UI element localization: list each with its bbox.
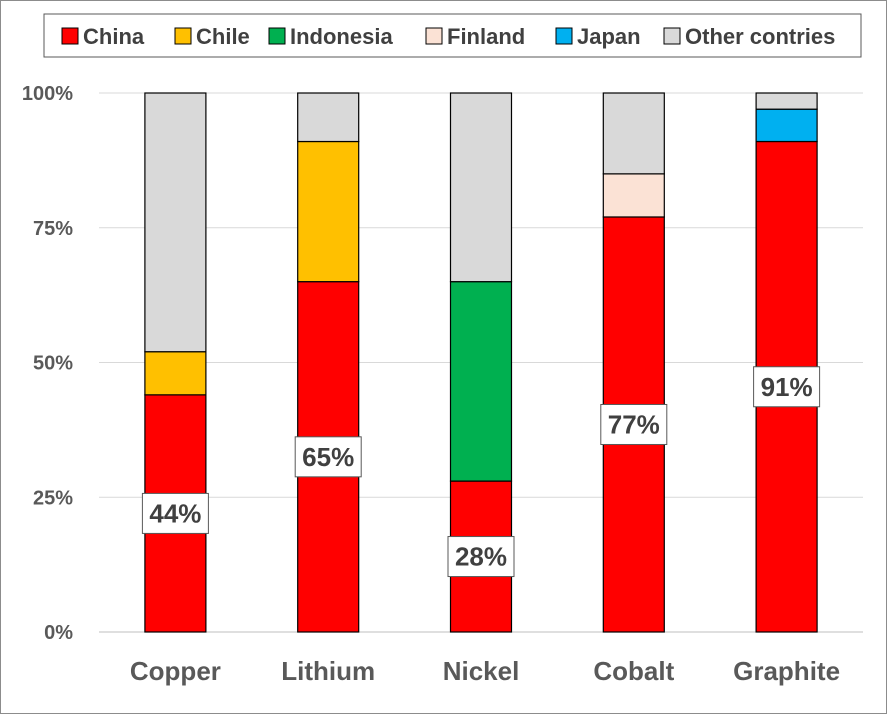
- legend-label: Finland: [447, 24, 525, 49]
- y-tick-label: 50%: [33, 353, 73, 375]
- data-label: 77%: [608, 409, 660, 439]
- data-label: 91%: [761, 372, 813, 402]
- x-tick-label: Copper: [130, 656, 221, 686]
- legend-swatch: [268, 27, 286, 45]
- legend: China Chile Indonesia Finland Japan Other con…: [61, 24, 835, 49]
- bar-segment: [449, 92, 513, 283]
- x-tick-label: Cobalt: [593, 656, 674, 686]
- legend-swatch: [555, 27, 573, 45]
- bar-segment: [297, 92, 360, 143]
- legend-label: Indonesia: [290, 24, 393, 49]
- legend-label: Chile: [196, 24, 250, 49]
- bar-segment: [449, 281, 513, 482]
- legend-swatch: [61, 27, 79, 45]
- legend-swatch: [174, 27, 192, 45]
- y-tick-label: 75%: [33, 218, 73, 240]
- y-tick-label: 100%: [22, 83, 73, 105]
- x-tick-label: Graphite: [733, 656, 840, 686]
- y-tick-label: 25%: [33, 487, 73, 509]
- y-tick-label: 0%: [44, 622, 73, 644]
- legend-swatch: [425, 27, 443, 45]
- data-label-box: [600, 403, 668, 445]
- legend-label: China: [83, 24, 145, 49]
- data-labels: 44% 65% 28% 77% 91%: [141, 366, 821, 578]
- data-label-box: [294, 436, 362, 478]
- bar-segment: [755, 92, 818, 110]
- bar-segment: [602, 173, 665, 218]
- bar-segment: [755, 108, 818, 143]
- bar-segment: [602, 92, 665, 175]
- data-label-box: [447, 536, 515, 578]
- y-axis-tick-labels: 0% 25% 50% 75% 100%: [22, 83, 73, 644]
- data-label: 44%: [149, 498, 201, 528]
- legend-swatch: [663, 27, 681, 45]
- x-axis-tick-labels: Copper Lithium Nickel Cobalt Graphite: [130, 656, 840, 686]
- data-label-box: [753, 366, 821, 408]
- data-label-box: [141, 492, 209, 534]
- bar-segment: [144, 92, 207, 353]
- bar-segment: [297, 140, 360, 283]
- data-label: 65%: [302, 442, 354, 472]
- data-label: 28%: [455, 542, 507, 572]
- x-tick-label: Lithium: [281, 656, 375, 686]
- bar-segment: [144, 351, 207, 396]
- x-tick-label: Nickel: [443, 656, 520, 686]
- legend-label: Japan: [577, 24, 641, 49]
- legend-label: Other contries: [685, 24, 835, 49]
